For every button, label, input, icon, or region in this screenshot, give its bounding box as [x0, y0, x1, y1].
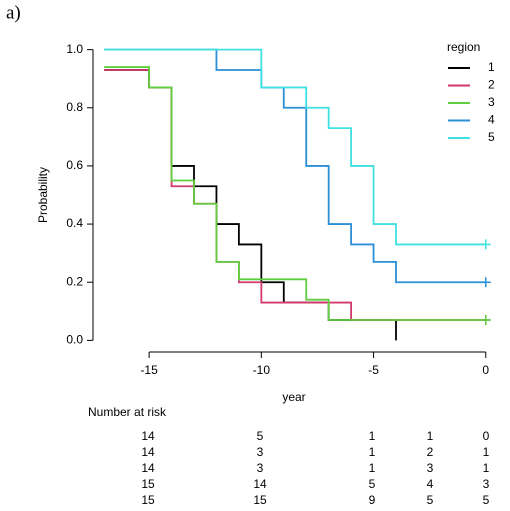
risk-count: 5 [427, 493, 434, 507]
risk-count: 15 [141, 493, 155, 507]
legend-label: 4 [488, 113, 495, 127]
legend-title: region [447, 40, 480, 54]
y-tick-label: 0.2 [66, 274, 83, 288]
x-tick-label: -10 [253, 363, 271, 377]
survival-line [104, 48, 486, 284]
y-tick-label: 0.4 [66, 216, 83, 230]
x-axis-label: year [282, 390, 305, 404]
survival-line [104, 69, 397, 341]
risk-count: 3 [257, 445, 264, 459]
risk-count: 1 [369, 461, 376, 475]
risk-count: 3 [257, 461, 264, 475]
legend-label: 1 [488, 60, 495, 74]
risk-count: 14 [253, 477, 267, 491]
y-tick-label: 0.0 [66, 333, 83, 347]
y-axis-label: Probability [36, 167, 50, 223]
risk-table-title: Number at risk [88, 405, 167, 419]
risk-count: 5 [257, 429, 264, 443]
y-tick-label: 0.8 [66, 100, 83, 114]
censor-mark [480, 277, 491, 288]
risk-count: 1 [369, 445, 376, 459]
risk-count: 1 [483, 445, 490, 459]
x-tick-label: -5 [368, 363, 379, 377]
risk-count: 1 [369, 429, 376, 443]
legend-label: 3 [488, 95, 495, 109]
risk-count: 1 [483, 461, 490, 475]
x-tick-label: 0 [482, 363, 489, 377]
risk-count: 3 [427, 461, 434, 475]
risk-count: 15 [253, 493, 267, 507]
risk-count: 3 [483, 477, 490, 491]
risk-count: 5 [483, 493, 490, 507]
risk-count: 1 [427, 429, 434, 443]
survival-line [104, 66, 486, 321]
survival-line [104, 48, 486, 246]
risk-count: 4 [427, 477, 434, 491]
risk-count: 5 [369, 477, 376, 491]
censor-mark [480, 239, 491, 250]
x-tick-label: -15 [140, 363, 158, 377]
risk-count: 15 [141, 477, 155, 491]
risk-count: 0 [483, 429, 490, 443]
risk-count: 14 [141, 445, 155, 459]
legend-label: 5 [488, 130, 495, 144]
panel-label: a) [6, 2, 21, 23]
risk-count: 14 [141, 461, 155, 475]
y-tick-label: 1.0 [66, 42, 83, 56]
legend-label: 2 [488, 78, 495, 92]
risk-count: 14 [141, 429, 155, 443]
y-tick-label: 0.6 [66, 158, 83, 172]
censor-mark [480, 315, 491, 326]
risk-count: 2 [427, 445, 434, 459]
risk-count: 9 [369, 493, 376, 507]
